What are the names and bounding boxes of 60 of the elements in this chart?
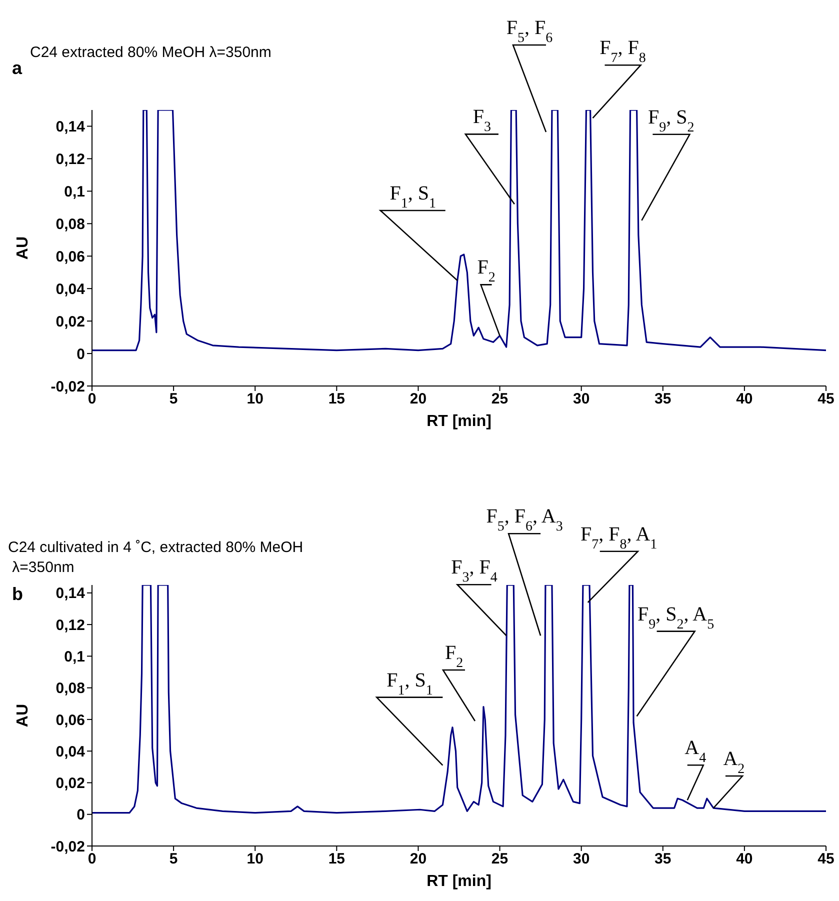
x-axis-title: RT [min]	[426, 413, 492, 430]
text: F$_{5}$, F$_{6}$	[506, 17, 553, 46]
y-tick-label: 0,14	[56, 585, 86, 602]
y-tick-label: 0,06	[56, 712, 85, 729]
annotation: F$_{1}$, S$_{1}$	[386, 669, 433, 698]
y-tick-label: 0,02	[56, 775, 85, 792]
y-tick-label: 0,14	[56, 118, 86, 136]
line-series	[92, 585, 826, 814]
x-tick-label: 10	[246, 390, 264, 408]
x-tick-label: 5	[169, 390, 178, 408]
y-tick-label: 0,04	[56, 743, 86, 760]
annotation: F$_{5}$, F$_{6}$, A$_{3}$	[486, 506, 563, 534]
x-axis-title: RT [min]	[426, 873, 492, 890]
y-tick-label: 0,1	[64, 648, 85, 666]
y-tick-label: 0,1	[64, 184, 85, 200]
x-tick-label: 40	[736, 390, 753, 408]
text: b	[12, 584, 23, 605]
y-tick-label: 0	[76, 806, 85, 824]
annotation: F$_{7}$, F$_{8}$, A$_{1}$	[580, 523, 658, 552]
annotation: F$_{3}$, F$_{4}$	[451, 556, 498, 586]
line-series	[92, 110, 826, 352]
chart-title: C24 extracted 80% MeOH λ=350nm	[30, 43, 272, 63]
annotation: F$_{3}$	[472, 106, 492, 135]
x-tick-label: 10	[246, 850, 264, 868]
y-axis-title: AU	[14, 704, 32, 728]
x-tick-label: 5	[169, 850, 178, 868]
y-axis-title: AU	[14, 236, 32, 260]
y-tick-label: 0,06	[56, 248, 85, 266]
x-tick-label: 35	[654, 390, 672, 408]
x-tick-label: 15	[328, 390, 346, 408]
annotation: A$_{4}$	[684, 737, 706, 766]
y-tick-label: 0,08	[56, 680, 85, 698]
x-tick-label: 25	[491, 850, 508, 868]
x-tick-label: 25	[491, 390, 508, 408]
y-tick-label: -0,02	[50, 378, 85, 396]
annotation: F$_{2}$	[477, 256, 496, 286]
y-tick-label: 0,12	[56, 151, 85, 168]
y-tick-label: 0	[76, 346, 85, 363]
chart-title: C24 cultivated in 4 ˚C, extracted 80% MeOH λ=350nm	[8, 538, 304, 578]
x-tick-label: 35	[654, 850, 672, 868]
y-tick-label: 0,12	[56, 616, 85, 634]
annotation: F$_{9}$, S$_{2}$, A$_{5}$	[637, 603, 714, 632]
x-tick-label: 40	[736, 850, 753, 868]
x-tick-label: 20	[410, 850, 427, 868]
x-tick-label: 20	[410, 390, 427, 408]
annotation: F$_{2}$	[444, 642, 464, 670]
y-tick-label: 0,08	[56, 216, 85, 233]
annotation: F$_{9}$, S$_{2}$	[648, 106, 694, 135]
x-tick-label: 30	[572, 850, 590, 868]
x-tick-label: 45	[818, 390, 834, 408]
text: a	[12, 58, 22, 79]
annotation: F$_{7}$, F$_{8}$	[600, 37, 646, 66]
y-tick-label: 0,02	[56, 313, 85, 330]
x-tick-label: 30	[572, 390, 590, 408]
annotation: A$_{2}$	[723, 748, 745, 777]
annotation: F$_{1}$, S$_{1}$	[390, 182, 436, 211]
x-tick-label: 45	[818, 850, 834, 868]
y-tick-label: -0,02	[50, 838, 85, 856]
x-tick-label: 15	[328, 850, 346, 868]
y-tick-label: 0,04	[56, 280, 86, 298]
